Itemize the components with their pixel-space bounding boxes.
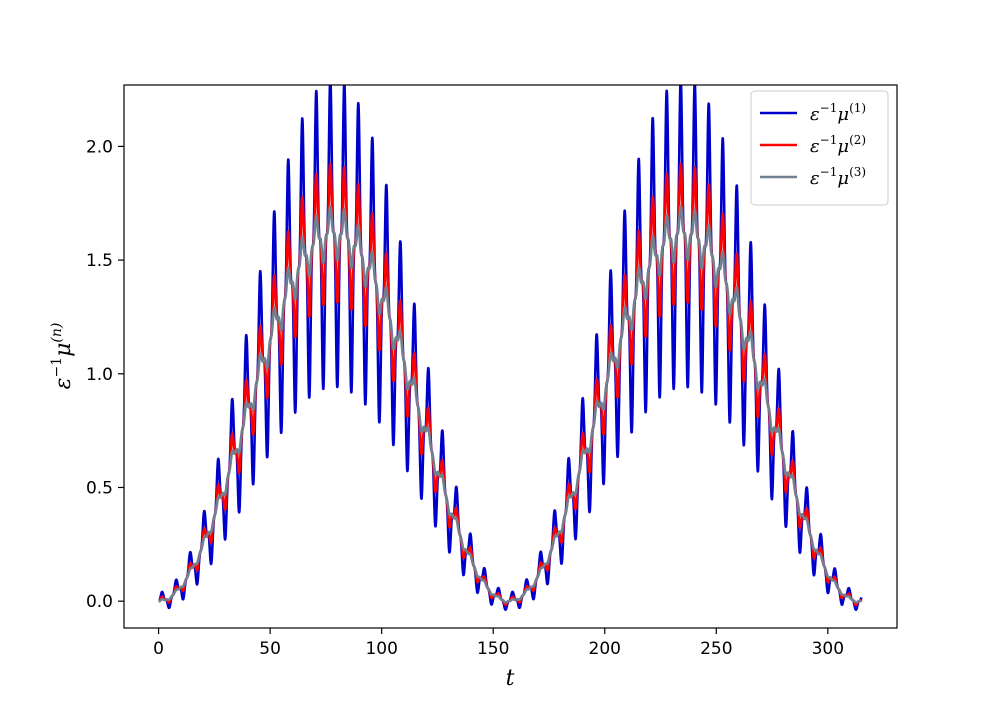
y-tick-label: 1.0	[86, 365, 113, 385]
x-axis: 0 50 100 150 200 250 300	[153, 628, 844, 659]
x-tick-label: 100	[365, 639, 397, 659]
x-axis-label: t	[506, 666, 515, 691]
y-axis-label-base: μ	[51, 343, 76, 357]
y-tick-label: 2.0	[86, 137, 113, 157]
y-axis-label-prefix: ε	[51, 378, 76, 390]
y-axis: 0.0 0.5 1.0 1.5 2.0	[86, 137, 124, 612]
y-axis-label-sup: (n)	[49, 323, 65, 343]
x-tick-label: 150	[477, 639, 509, 659]
y-tick-label: 1.5	[86, 251, 113, 271]
legend: ε−1μ(1) ε−1μ(2) ε−1μ(3)	[750, 90, 889, 206]
y-axis-label: ε−1μ(n)	[49, 323, 76, 390]
x-tick-label: 50	[259, 639, 281, 659]
legend-label-1: ε−1μ(1)	[810, 101, 866, 125]
x-tick-label: 300	[812, 639, 844, 659]
y-tick-label: 0.0	[86, 592, 113, 612]
series-layer	[157, 85, 863, 611]
y-axis-label-prefix-sup: −1	[49, 357, 65, 378]
legend-label-3: ε−1μ(3)	[810, 165, 866, 189]
y-tick-label: 0.5	[86, 478, 113, 498]
x-tick-label: 0	[153, 639, 164, 659]
legend-label-2: ε−1μ(2)	[810, 133, 866, 157]
x-tick-label: 250	[700, 639, 732, 659]
x-tick-label: 200	[589, 639, 621, 659]
series-line-3	[157, 204, 863, 604]
plot-frame	[123, 84, 898, 629]
svg-text:ε−1μ(n): ε−1μ(n)	[49, 323, 76, 390]
